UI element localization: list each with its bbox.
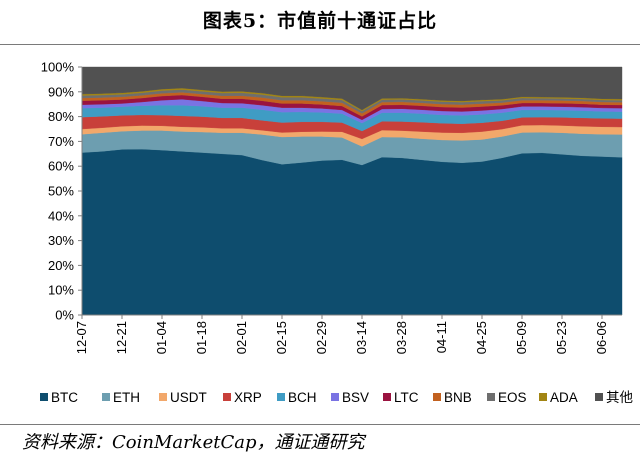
y-tick-label: 10%: [48, 283, 74, 298]
legend-swatch: [331, 393, 339, 401]
legend-swatch: [433, 393, 441, 401]
x-tick-label: 05-23: [554, 321, 569, 354]
x-tick-label: 03-28: [394, 321, 409, 354]
x-tick-label: 01-04: [154, 321, 169, 354]
y-tick-label: 100%: [41, 60, 75, 75]
chart-title: 图表5：市值前十通证占比: [202, 10, 438, 32]
legend-label: EOS: [498, 390, 527, 405]
x-tick-label: 06-06: [594, 321, 609, 354]
x-tick-label: 04-25: [474, 321, 489, 354]
legend: BTC ETH USDT XRP BCH BSV LTC BNB EOS ADA 其他: [40, 390, 633, 405]
legend-label: BSV: [342, 390, 369, 405]
legend-label: LTC: [394, 390, 419, 405]
legend-swatch: [40, 393, 48, 401]
x-tick-label: 12-21: [114, 321, 129, 354]
x-tick-label: 01-18: [194, 321, 209, 354]
area-其他: [81, 66, 623, 111]
legend-label: BNB: [444, 390, 472, 405]
legend-label: 其他: [606, 390, 633, 405]
legend-swatch: [595, 393, 603, 401]
legend-swatch: [539, 393, 547, 401]
area-layers: [81, 66, 623, 316]
area-BTC: [81, 148, 623, 316]
legend-swatch: [102, 393, 110, 401]
legend-label: ETH: [113, 390, 140, 405]
x-tick-label: 02-29: [314, 321, 329, 354]
source-divider: [0, 424, 640, 425]
y-axis-ticks: 0% 10% 20% 30% 40% 50% 60% 70% 80% 90% 100%: [41, 60, 82, 323]
legend-swatch: [277, 393, 285, 401]
y-tick-label: 20%: [48, 258, 74, 273]
legend-label: BTC: [51, 390, 78, 405]
y-tick-label: 90%: [48, 84, 74, 99]
legend-label: ADA: [550, 390, 578, 405]
x-tick-label: 02-01: [234, 321, 249, 354]
legend-label: BCH: [288, 390, 317, 405]
x-tick-label: 05-09: [514, 321, 529, 354]
legend-swatch: [159, 393, 167, 401]
x-tick-label: 03-14: [354, 321, 369, 354]
source-note: 资料来源：CoinMarketCap，通证通研究: [22, 432, 365, 453]
y-tick-label: 40%: [48, 208, 74, 223]
legend-label: XRP: [234, 390, 262, 405]
y-tick-label: 60%: [48, 159, 74, 174]
legend-swatch: [223, 393, 231, 401]
x-tick-label: 12-07: [74, 321, 89, 354]
legend-swatch: [487, 393, 495, 401]
y-tick-label: 0%: [55, 308, 74, 323]
x-tick-label: 04-11: [434, 321, 449, 353]
x-tick-label: 02-15: [274, 321, 289, 354]
y-tick-label: 80%: [48, 109, 74, 124]
title-divider: [0, 44, 640, 45]
y-tick-label: 50%: [48, 184, 74, 199]
legend-label: USDT: [170, 390, 207, 405]
y-tick-label: 70%: [48, 134, 74, 149]
legend-swatch: [383, 393, 391, 401]
x-axis-ticks: 12-07 12-21 01-04 01-18 02-01 02-15 02-29 03-14…: [74, 315, 609, 354]
y-tick-label: 30%: [48, 233, 74, 248]
